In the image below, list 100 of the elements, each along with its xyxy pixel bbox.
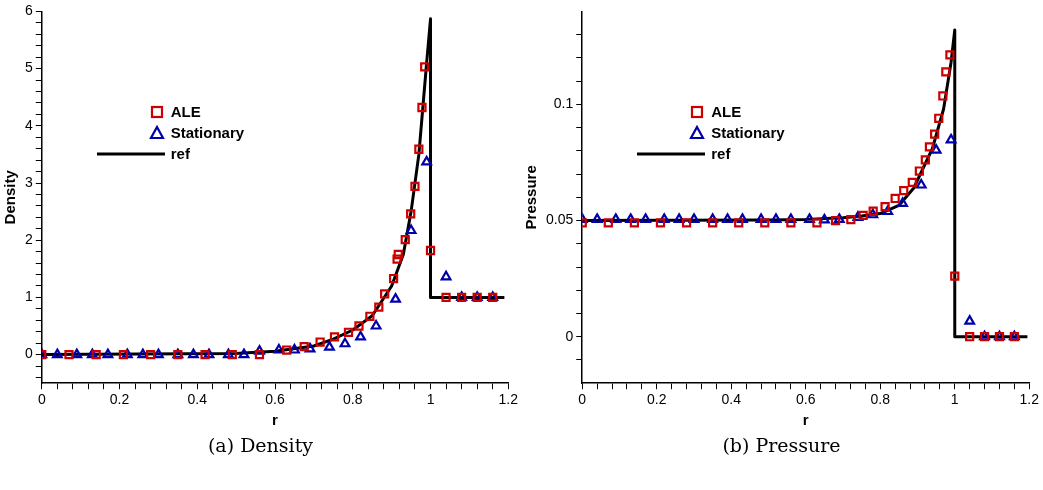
x-tick-label: 0.6 (265, 391, 285, 408)
point (930, 144, 942, 154)
x-tick-label: 1 (950, 391, 959, 408)
point (655, 218, 666, 228)
text: (b) Pressure (721, 434, 842, 456)
point (355, 330, 366, 341)
x-tick-label: 1 (426, 391, 435, 408)
point (64, 349, 74, 360)
point (640, 213, 652, 223)
point (920, 155, 930, 165)
point (365, 311, 375, 321)
legend-label: ALE (170, 103, 201, 121)
y-tick-label: 1 (24, 288, 33, 305)
point (760, 218, 770, 228)
point (254, 349, 265, 360)
point (625, 213, 637, 223)
point (200, 349, 210, 360)
point (629, 218, 640, 228)
point (882, 205, 894, 216)
point (964, 315, 976, 325)
point (707, 213, 719, 223)
point (227, 349, 237, 360)
point (392, 254, 402, 264)
point (137, 348, 149, 359)
x-tick-label: 1.2 (498, 391, 519, 408)
y-tick-label: 2 (24, 231, 33, 248)
point (414, 144, 424, 154)
point (930, 129, 940, 139)
point (324, 341, 335, 351)
point (945, 50, 955, 60)
legend-label: Stationary (170, 124, 245, 142)
point (51, 348, 63, 359)
point (924, 142, 935, 152)
point (343, 327, 354, 337)
x-tick-label: 0 (37, 391, 46, 408)
y-tick-label: 6 (24, 2, 33, 19)
point (121, 348, 133, 359)
point (785, 213, 797, 223)
point (282, 345, 292, 355)
legend-label: ALE (711, 103, 742, 121)
point (273, 343, 285, 354)
point (890, 193, 900, 204)
x-tick-label: 0.2 (647, 391, 667, 408)
point (370, 319, 382, 330)
y-axis-title: Pressure (522, 165, 540, 230)
point (938, 91, 948, 101)
point (603, 218, 613, 228)
point (304, 342, 316, 353)
point (681, 218, 692, 228)
x-tick-label: 0.4 (721, 391, 742, 408)
point (965, 332, 975, 342)
y-tick-label: 3 (24, 173, 33, 190)
point (91, 349, 101, 360)
x-tick-label: 0.2 (109, 391, 130, 408)
point (390, 293, 401, 303)
point (945, 133, 957, 144)
x-axis-title: r (272, 411, 279, 429)
point (707, 218, 718, 228)
y-tick-label: 0.1 (553, 95, 574, 112)
point (388, 273, 399, 284)
point (858, 210, 868, 221)
point (417, 102, 427, 113)
point (152, 348, 164, 359)
point (833, 213, 845, 223)
x-tick-label: 0 (578, 391, 587, 408)
point (329, 332, 340, 342)
point (830, 215, 841, 226)
text: (a) Density (206, 434, 315, 456)
legend-label: ref (170, 145, 190, 163)
point (941, 67, 951, 77)
point (380, 289, 390, 299)
point (914, 166, 925, 176)
point (880, 201, 890, 212)
point (915, 178, 927, 189)
point (405, 224, 417, 235)
point (441, 292, 451, 303)
point (71, 348, 83, 359)
x-tick-label: 0.6 (796, 391, 816, 408)
point (222, 348, 234, 359)
y-tick-label: 4 (24, 116, 33, 133)
point (354, 321, 364, 331)
point (299, 341, 309, 352)
y-tick-label: 0 (24, 345, 33, 362)
point (102, 348, 114, 359)
x-tick-label: 0.8 (870, 391, 891, 408)
x-tick-label: 0.4 (187, 391, 208, 408)
point (339, 337, 351, 348)
point (393, 249, 403, 260)
point (374, 302, 384, 312)
point (203, 348, 215, 359)
point (610, 213, 622, 223)
point (688, 213, 700, 223)
point (86, 348, 98, 359)
point (289, 343, 300, 354)
y-tick-label: 0.05 (546, 211, 574, 228)
point (118, 349, 129, 360)
x-tick-label: 0.8 (343, 391, 363, 408)
point (899, 185, 909, 196)
y-tick-label: 0 (565, 327, 574, 344)
point (737, 213, 748, 223)
